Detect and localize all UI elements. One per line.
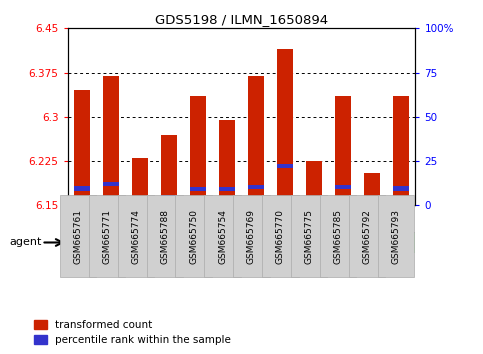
Bar <box>184 232 415 253</box>
Bar <box>364 173 380 205</box>
Bar <box>132 196 148 201</box>
Bar <box>132 158 148 205</box>
Bar <box>219 187 235 191</box>
Text: silica: silica <box>284 236 314 249</box>
Bar <box>364 196 380 201</box>
Bar <box>74 90 90 205</box>
Bar <box>248 75 264 205</box>
Bar <box>103 182 119 187</box>
Bar <box>306 161 322 205</box>
Text: GSM665775: GSM665775 <box>305 209 314 264</box>
Bar <box>306 196 322 201</box>
Bar <box>393 187 409 190</box>
Title: GDS5198 / ILMN_1650894: GDS5198 / ILMN_1650894 <box>155 13 328 26</box>
Bar <box>161 195 177 199</box>
Text: agent: agent <box>10 238 42 247</box>
Bar <box>277 49 293 205</box>
Bar <box>103 75 119 205</box>
Bar <box>219 120 235 205</box>
Text: GSM665750: GSM665750 <box>189 209 198 264</box>
Text: GSM665788: GSM665788 <box>160 209 169 264</box>
Legend: transformed count, percentile rank within the sample: transformed count, percentile rank withi… <box>34 320 231 345</box>
Bar <box>68 232 184 253</box>
Bar <box>277 164 293 168</box>
Bar <box>248 185 264 189</box>
Text: GSM665754: GSM665754 <box>218 209 227 264</box>
Text: control: control <box>105 236 146 249</box>
Text: GSM665769: GSM665769 <box>247 209 256 264</box>
Bar <box>335 96 351 205</box>
Text: GSM665785: GSM665785 <box>334 209 343 264</box>
Bar <box>335 185 351 189</box>
Text: GSM665774: GSM665774 <box>131 209 140 264</box>
Text: GSM665771: GSM665771 <box>102 209 111 264</box>
Bar <box>190 187 206 191</box>
Bar <box>393 96 409 205</box>
Text: GSM665792: GSM665792 <box>363 209 372 264</box>
Text: GSM665793: GSM665793 <box>392 209 401 264</box>
Text: GSM665761: GSM665761 <box>73 209 82 264</box>
Text: GSM665770: GSM665770 <box>276 209 285 264</box>
Bar <box>161 135 177 205</box>
Bar <box>190 96 206 205</box>
Bar <box>74 187 90 190</box>
